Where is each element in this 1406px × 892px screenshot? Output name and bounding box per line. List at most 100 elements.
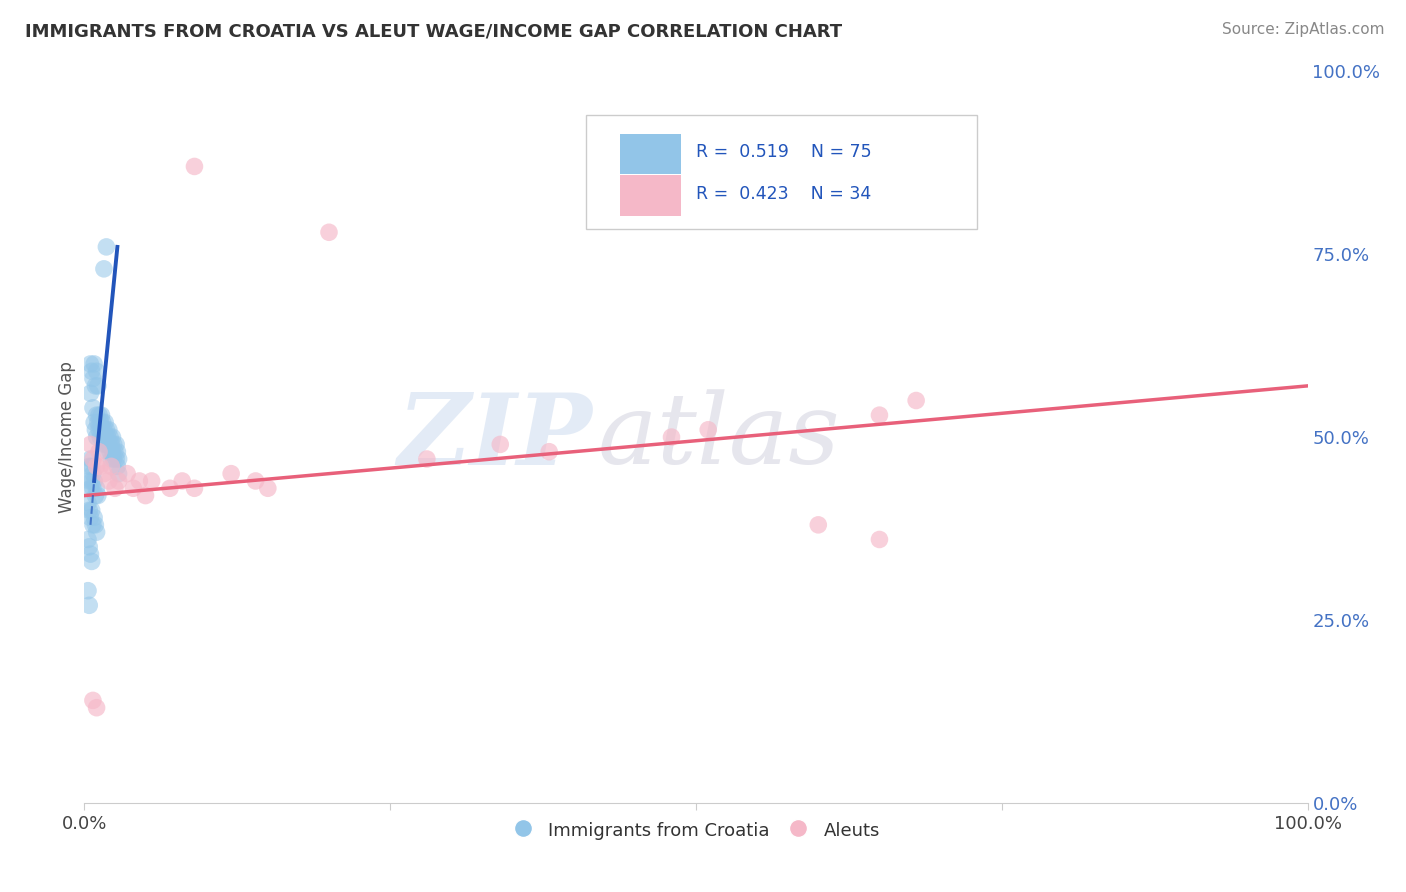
Point <box>107 452 129 467</box>
Text: R =  0.423    N = 34: R = 0.423 N = 34 <box>696 185 872 202</box>
Point <box>80 364 103 378</box>
Text: R =  0.519    N = 75: R = 0.519 N = 75 <box>696 144 872 161</box>
Point <box>86 459 108 474</box>
Point <box>84 379 107 393</box>
Point <box>105 452 128 467</box>
Point <box>94 430 117 444</box>
Point <box>100 452 122 467</box>
Point <box>91 430 114 444</box>
Point <box>257 481 280 495</box>
Point <box>172 474 194 488</box>
Point <box>80 503 103 517</box>
Point <box>77 496 100 510</box>
Point <box>77 540 100 554</box>
Point <box>79 357 101 371</box>
Legend: Immigrants from Croatia, Aleuts: Immigrants from Croatia, Aleuts <box>505 812 887 848</box>
Point <box>96 423 118 437</box>
Point <box>538 444 561 458</box>
Point <box>90 423 112 437</box>
Point <box>103 437 125 451</box>
Point <box>97 423 120 437</box>
Point <box>115 467 138 481</box>
Point <box>79 437 101 451</box>
Point <box>87 444 110 458</box>
Point <box>807 517 830 532</box>
Point <box>79 452 101 467</box>
Point <box>93 467 115 481</box>
Point <box>77 599 100 613</box>
Point <box>661 430 683 444</box>
Point <box>105 444 128 458</box>
Point <box>93 423 115 437</box>
Point <box>96 240 118 254</box>
Point <box>141 474 163 488</box>
Point <box>82 517 104 532</box>
Point <box>128 474 150 488</box>
Point <box>104 444 127 458</box>
Point <box>80 554 103 568</box>
Point <box>83 510 105 524</box>
Point <box>97 444 120 458</box>
Text: atlas: atlas <box>598 390 841 484</box>
Point <box>82 467 104 481</box>
Point <box>77 459 100 474</box>
Point <box>159 481 181 495</box>
Point <box>77 503 100 517</box>
Point <box>86 525 108 540</box>
Point <box>104 481 127 495</box>
FancyBboxPatch shape <box>586 115 977 228</box>
Point <box>84 517 107 532</box>
Point <box>91 416 114 430</box>
Y-axis label: Wage/Income Gap: Wage/Income Gap <box>58 361 76 513</box>
Point <box>105 459 128 474</box>
Point <box>105 437 128 451</box>
Point <box>79 547 101 561</box>
Point <box>100 459 122 474</box>
Point <box>86 700 108 714</box>
Point <box>87 423 110 437</box>
Point <box>82 371 104 385</box>
Point <box>101 444 124 458</box>
Point <box>77 583 100 598</box>
Point <box>97 474 120 488</box>
Point <box>697 423 720 437</box>
Bar <box>620 134 682 174</box>
Point <box>103 452 125 467</box>
Point <box>86 364 108 378</box>
Point <box>107 467 129 481</box>
Point <box>416 452 439 467</box>
Point <box>79 510 101 524</box>
Point <box>84 423 107 437</box>
Point <box>83 357 105 371</box>
Point <box>318 225 340 239</box>
Point <box>183 481 205 495</box>
Point <box>97 430 120 444</box>
Point <box>89 459 111 474</box>
Point <box>86 481 108 495</box>
Point <box>245 474 267 488</box>
Point <box>87 489 110 503</box>
Point <box>93 437 115 451</box>
Point <box>96 437 118 451</box>
Text: IMMIGRANTS FROM CROATIA VS ALEUT WAGE/INCOME GAP CORRELATION CHART: IMMIGRANTS FROM CROATIA VS ALEUT WAGE/IN… <box>25 22 842 40</box>
Point <box>869 533 891 547</box>
Point <box>79 481 101 495</box>
Point <box>84 489 107 503</box>
Point <box>90 408 112 422</box>
Point <box>97 437 120 451</box>
Point <box>82 481 104 495</box>
Point <box>86 430 108 444</box>
Point <box>98 430 121 444</box>
Point <box>869 408 891 422</box>
Point <box>219 467 242 481</box>
Point <box>82 401 104 415</box>
Point <box>89 430 111 444</box>
Point <box>82 452 104 467</box>
Point <box>77 474 100 488</box>
Point <box>101 430 124 444</box>
Point <box>107 474 129 488</box>
Text: Source: ZipAtlas.com: Source: ZipAtlas.com <box>1222 22 1385 37</box>
Point <box>87 379 110 393</box>
Point <box>86 408 108 422</box>
Point <box>77 533 100 547</box>
